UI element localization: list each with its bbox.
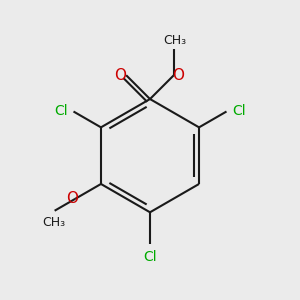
Text: O: O [172, 68, 184, 83]
Text: CH₃: CH₃ [164, 34, 187, 46]
Text: O: O [115, 68, 127, 83]
Text: CH₃: CH₃ [42, 216, 65, 230]
Text: Cl: Cl [232, 104, 246, 118]
Text: Cl: Cl [54, 104, 68, 118]
Text: Cl: Cl [143, 250, 157, 264]
Text: O: O [66, 191, 78, 206]
